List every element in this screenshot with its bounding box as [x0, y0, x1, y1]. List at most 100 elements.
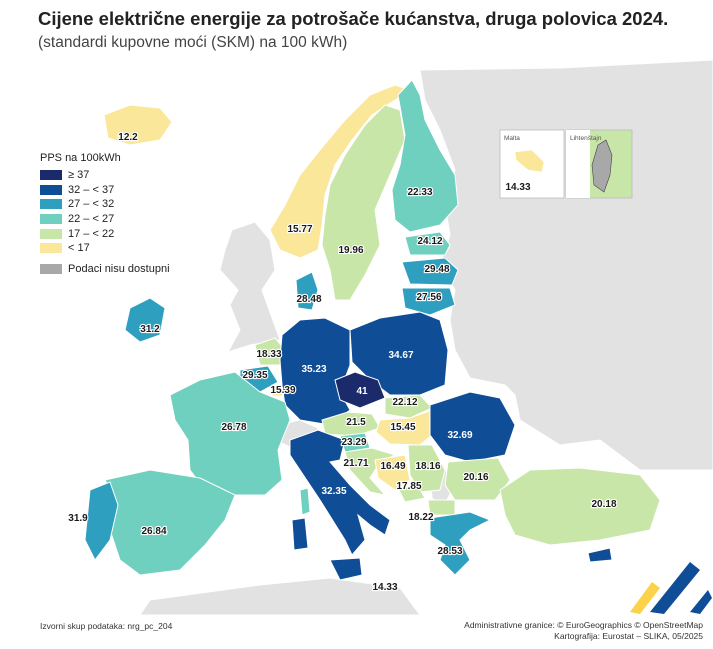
legend-swatch — [40, 199, 62, 210]
europe-map: Malta Lihtenštajn 12.2 15.77 19.96 22.33 24.… — [67, 59, 713, 615]
eurostat-logo — [630, 562, 712, 614]
value-label: 17.85 — [396, 481, 421, 492]
value-label: 15.45 — [390, 422, 415, 433]
value-label: 15.39 — [270, 385, 295, 396]
source-note: Izvorni skup podataka: nrg_pc_204 — [40, 621, 173, 631]
region-sweden[interactable] — [321, 104, 406, 301]
region-sicily[interactable] — [329, 557, 363, 581]
region-france[interactable] — [169, 371, 291, 496]
legend-label: 17 – < 22 — [68, 227, 115, 240]
malta-inset: Malta — [499, 129, 565, 199]
legend-row: 32 – < 37 — [40, 183, 170, 198]
legend-label: 32 – < 37 — [68, 183, 115, 196]
country-shapes — [84, 79, 661, 581]
liechtenstein-inset-title: Lihtenštajn — [570, 135, 602, 142]
region-iceland[interactable] — [103, 104, 173, 146]
region-lithuania[interactable] — [401, 287, 456, 316]
value-label: 34.67 — [388, 350, 413, 361]
region-montenegro[interactable] — [397, 485, 426, 503]
value-label: 22.12 — [392, 397, 417, 408]
value-label: 32.35 — [321, 486, 346, 497]
region-corsica[interactable] — [299, 487, 311, 516]
value-label: 41 — [356, 386, 368, 397]
legend-row: 17 – < 22 — [40, 226, 170, 241]
legend-title: PPS na 100kWh — [40, 152, 121, 164]
legend-swatch — [40, 243, 62, 254]
value-labels: 12.2 15.77 19.96 22.33 24.12 29.48 27.56 28.48 3… — [67, 131, 618, 594]
value-label: 20.16 — [463, 472, 488, 483]
region-slovakia[interactable] — [384, 394, 433, 419]
value-label: 14.33 — [372, 582, 397, 593]
legend-label: 22 – < 27 — [68, 213, 115, 226]
value-label: 18.33 — [256, 349, 281, 360]
region-romania[interactable] — [429, 391, 516, 463]
region-finland[interactable] — [391, 79, 459, 233]
value-label: 20.18 — [591, 499, 616, 510]
region-greece[interactable] — [429, 511, 492, 576]
map-title: Cijene električne energije za potrošače … — [38, 8, 669, 29]
region-portugal[interactable] — [84, 481, 119, 561]
legend-swatch — [40, 184, 62, 195]
region-hungary[interactable] — [375, 409, 441, 446]
value-label: 14.33 — [505, 182, 530, 193]
value-label: 28.53 — [437, 546, 462, 557]
value-label: 18.22 — [408, 512, 433, 523]
value-label: 29.48 — [424, 264, 449, 275]
region-estonia[interactable] — [404, 231, 451, 256]
region-bulgaria[interactable] — [444, 457, 511, 501]
liechtenstein-inset-shape[interactable] — [591, 139, 613, 193]
value-label: 18.16 — [415, 461, 440, 472]
value-label: 35.7 — [584, 571, 604, 582]
legend-label: ≥ 37 — [68, 169, 90, 182]
region-latvia[interactable] — [401, 257, 459, 286]
legend-row: < 17 — [40, 241, 170, 256]
legend: PPS na 100kWh ≥ 37 32 – < 37 27 – < 32 2… — [40, 152, 170, 276]
value-label: 26.78 — [221, 422, 246, 433]
non-eu-land — [139, 59, 713, 615]
value-label: 16.49 — [380, 461, 405, 472]
legend-row-na: Podaci nisu dostupni — [40, 262, 170, 277]
region-sardinia[interactable] — [291, 517, 309, 551]
credits: Administrativne granice: © EuroGeographi… — [464, 620, 703, 642]
credits-boundaries: Administrativne granice: © EuroGeographi… — [464, 620, 703, 630]
legend-swatch — [40, 170, 62, 181]
value-label: 19.96 — [338, 245, 363, 256]
legend-label-na: Podaci nisu dostupni — [68, 262, 170, 275]
legend-swatch-na — [40, 263, 62, 274]
malta-inset-title: Malta — [504, 135, 520, 142]
region-bosnia[interactable] — [374, 454, 411, 491]
malta-inset-island[interactable] — [514, 149, 545, 173]
value-label: 26.84 — [141, 526, 166, 537]
legend-row: 22 – < 27 — [40, 212, 170, 227]
region-luxembourg[interactable] — [271, 384, 284, 397]
value-label: 31.9 — [68, 513, 88, 524]
value-label: 28.48 — [296, 294, 321, 305]
region-germany[interactable] — [279, 317, 351, 426]
value-label: 21.71 — [343, 458, 368, 469]
region-cyprus[interactable] — [587, 547, 613, 563]
value-label: 21.5 — [346, 417, 366, 428]
value-label: 12.2 — [118, 132, 138, 143]
region-denmark[interactable] — [295, 271, 319, 311]
value-label: 27.56 — [416, 292, 441, 303]
legend-label: 27 – < 32 — [68, 198, 115, 211]
value-label: 31.2 — [140, 324, 160, 335]
legend-label: < 17 — [68, 242, 90, 255]
map-subtitle: (standardi kupovne moći (SKM) na 100 kWh… — [38, 34, 348, 51]
region-ireland[interactable] — [124, 297, 166, 343]
region-poland[interactable] — [349, 311, 449, 396]
value-label: 32.69 — [447, 430, 472, 441]
value-label: 22.33 — [407, 187, 432, 198]
region-serbia[interactable] — [407, 444, 446, 493]
region-spain[interactable] — [104, 469, 236, 576]
region-italy[interactable] — [289, 429, 391, 556]
legend-row: ≥ 37 — [40, 168, 170, 183]
region-turkey[interactable] — [499, 467, 661, 546]
credits-cartography: Kartografija: Eurostat – SLIKA, 05/2025 — [554, 631, 703, 641]
value-label: 29.35 — [242, 370, 267, 381]
value-label: 35.23 — [301, 364, 326, 375]
value-label: 23.29 — [341, 437, 366, 448]
legend-swatch — [40, 228, 62, 239]
liechtenstein-inset: Lihtenštajn — [565, 129, 633, 199]
value-label: 24.12 — [417, 236, 442, 247]
